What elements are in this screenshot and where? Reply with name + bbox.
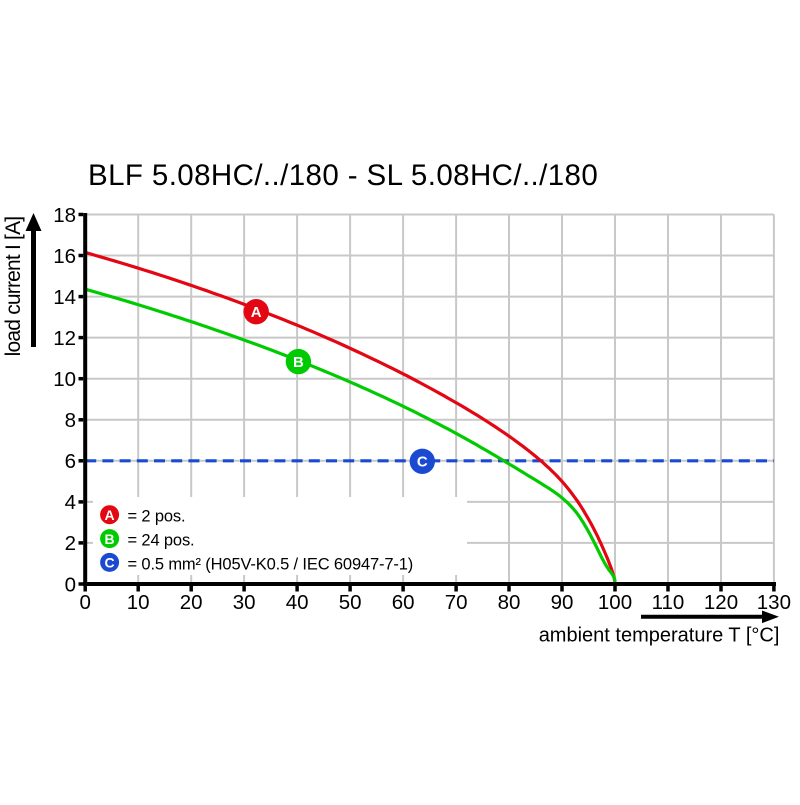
svg-text:130: 130 (757, 591, 791, 614)
svg-text:10: 10 (127, 591, 150, 614)
svg-text:30: 30 (233, 591, 256, 614)
svg-text:2: 2 (65, 532, 76, 555)
svg-text:40: 40 (286, 591, 309, 614)
svg-text:A: A (251, 304, 262, 321)
svg-text:0: 0 (79, 591, 90, 614)
svg-text:110: 110 (652, 591, 685, 614)
svg-text:8: 8 (65, 409, 76, 432)
svg-text:14: 14 (53, 286, 76, 309)
svg-text:120: 120 (704, 591, 738, 614)
svg-text:A: A (105, 507, 115, 523)
svg-text:load current I [A]: load current I [A] (2, 217, 25, 357)
svg-text:70: 70 (445, 591, 468, 614)
svg-text:C: C (417, 454, 428, 471)
svg-text:60: 60 (392, 591, 415, 614)
svg-text:B: B (293, 354, 304, 371)
svg-text:= 24 pos.: = 24 pos. (128, 532, 195, 550)
svg-text:BLF 5.08HC/../180 - SL 5.08HC/: BLF 5.08HC/../180 - SL 5.08HC/../180 (88, 159, 598, 192)
svg-text:= 2 pos.: = 2 pos. (128, 508, 186, 526)
svg-text:16: 16 (53, 245, 76, 268)
svg-text:ambient temperature T [°C]: ambient temperature T [°C] (539, 625, 780, 647)
svg-text:6: 6 (65, 450, 76, 473)
svg-text:100: 100 (598, 591, 632, 614)
svg-text:0: 0 (65, 573, 76, 596)
svg-text:12: 12 (53, 327, 76, 350)
svg-text:B: B (105, 531, 115, 547)
svg-text:4: 4 (65, 491, 76, 514)
svg-text:10: 10 (53, 368, 76, 391)
svg-text:50: 50 (339, 591, 362, 614)
svg-text:20: 20 (180, 591, 203, 614)
svg-text:= 0.5 mm² (H05V-K0.5 / IEC 609: = 0.5 mm² (H05V-K0.5 / IEC 60947-7-1) (128, 555, 414, 573)
svg-text:90: 90 (551, 591, 574, 614)
svg-text:18: 18 (53, 204, 76, 227)
svg-text:80: 80 (498, 591, 521, 614)
svg-text:C: C (105, 555, 115, 571)
